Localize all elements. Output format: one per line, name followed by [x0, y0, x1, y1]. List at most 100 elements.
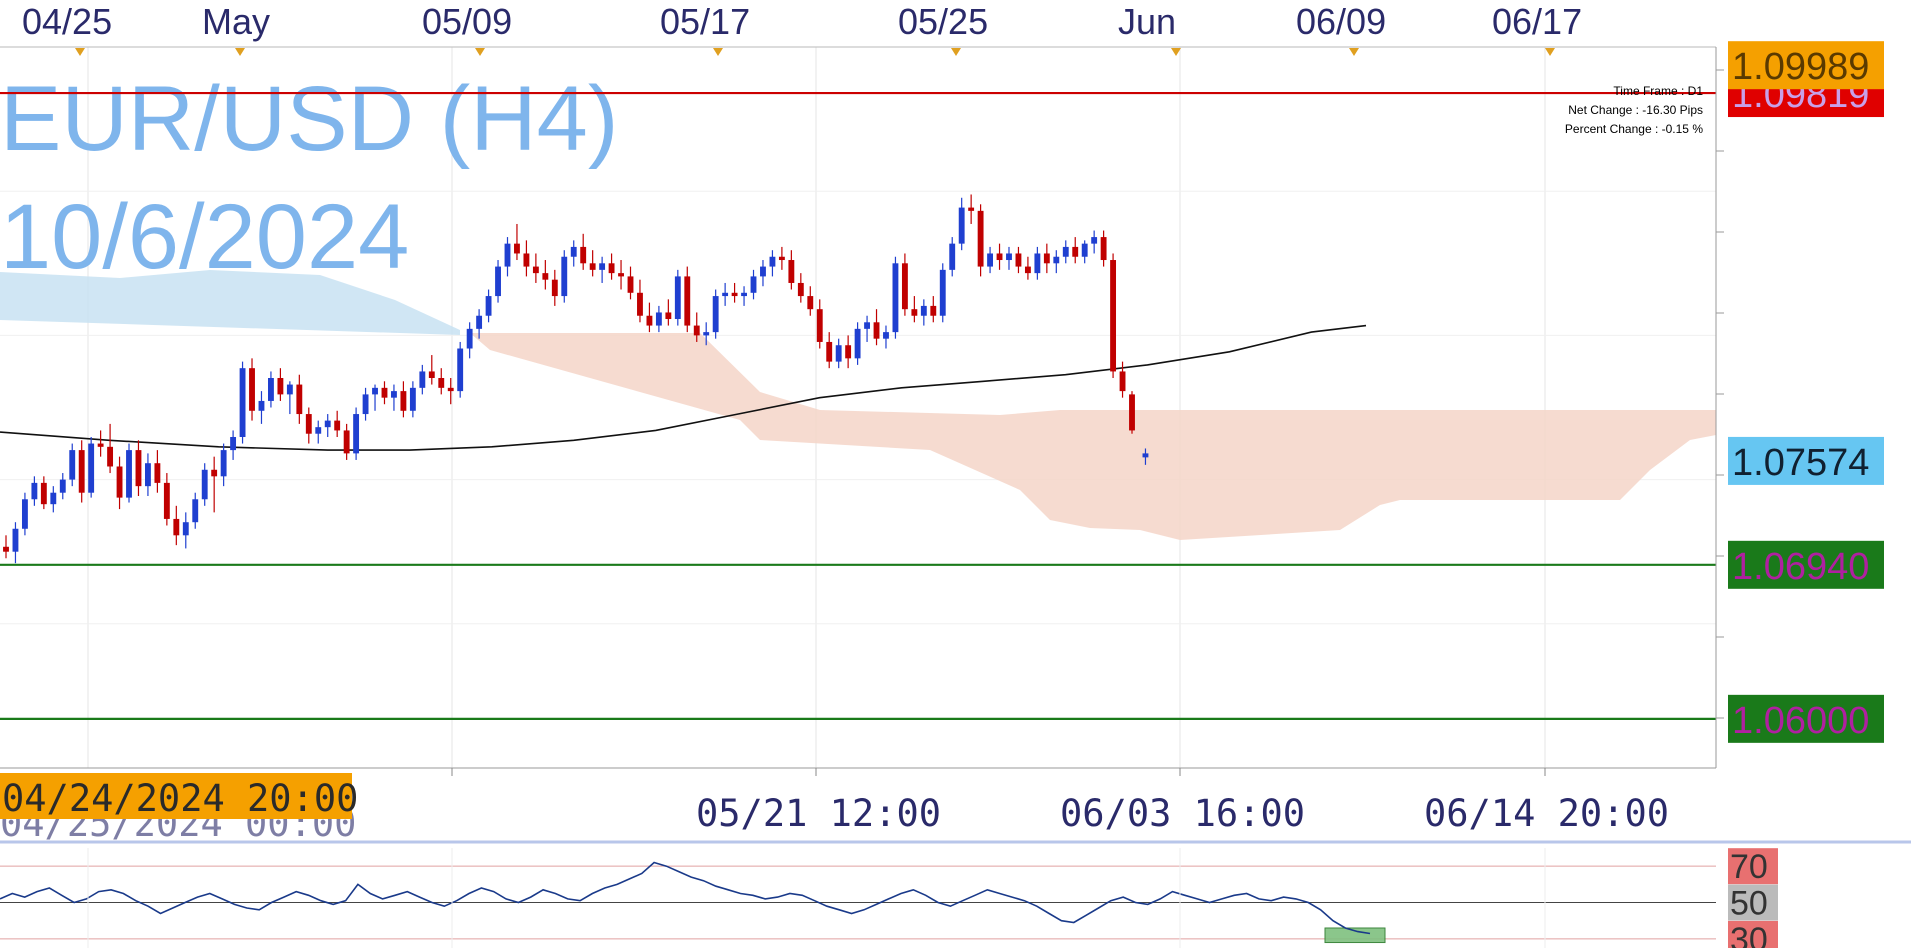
candle-body: [778, 256, 785, 261]
candle-body: [722, 292, 729, 297]
candle-body: [1053, 256, 1060, 264]
level-tag-support-2: 1.06000: [1728, 694, 1884, 743]
candle-body: [1081, 243, 1088, 257]
candle-96: [911, 296, 918, 323]
candle-body: [1034, 253, 1041, 274]
candle-body: [684, 276, 691, 326]
candle-50: [476, 309, 483, 339]
candle-body: [381, 387, 388, 398]
candle-37: [353, 407, 360, 460]
candle-body: [968, 207, 975, 211]
candle-body: [409, 387, 416, 411]
candle-58: [551, 269, 558, 306]
candle-body: [286, 384, 293, 395]
candle-94: [892, 256, 899, 339]
candle-44: [419, 364, 426, 395]
candle-body: [1006, 253, 1012, 261]
top-date-marker: [1171, 48, 1181, 56]
candle-body: [712, 296, 719, 333]
chart-title: EUR/USD (H4): [0, 68, 618, 170]
candle-116: [1100, 230, 1107, 267]
candle-body: [50, 492, 57, 505]
candle-118: [1119, 361, 1126, 398]
candle-body: [59, 479, 66, 493]
candle-68: [646, 302, 653, 333]
candle-22: [211, 456, 218, 513]
candle-body: [1100, 237, 1107, 261]
candle-body: [343, 430, 350, 454]
rsi-level-tag-text: 70: [1730, 848, 1768, 886]
top-date-label: May: [202, 1, 270, 42]
candle-0: [3, 535, 9, 559]
candle-20: [192, 492, 199, 529]
info-net-change: Net Change : -16.30 Pips: [1568, 103, 1703, 117]
candle-2: [21, 492, 28, 536]
candle-body: [419, 371, 426, 388]
candle-body: [277, 378, 284, 395]
candle-74: [703, 322, 710, 346]
candle-body: [561, 256, 568, 297]
candle-112: [1062, 240, 1069, 264]
candle-87: [826, 332, 833, 369]
candle-101: [958, 197, 965, 251]
rsi-level-tag-30: 30: [1728, 920, 1778, 948]
candle-45: [428, 355, 435, 385]
candle-body: [97, 443, 104, 447]
top-date-label: 05/09: [422, 1, 512, 42]
top-date-label: 05/25: [898, 1, 988, 42]
candle-103: [977, 204, 984, 277]
level-tag-support-2-box: [1728, 694, 1884, 743]
candle-5: [50, 486, 57, 513]
candle-73: [693, 312, 700, 342]
candle-25: [239, 361, 246, 444]
candle-body: [126, 450, 132, 498]
candle-16: [154, 450, 161, 493]
candle-body: [239, 368, 246, 437]
candle-body: [466, 328, 473, 349]
candle-body: [987, 253, 994, 267]
top-date-marker: [1545, 48, 1555, 56]
candle-body: [1043, 253, 1050, 264]
candle-body: [296, 384, 303, 415]
candle-body: [949, 243, 956, 270]
candle-90: [854, 322, 861, 365]
candle-95: [901, 253, 908, 316]
candle-99: [939, 263, 946, 323]
top-date-label: 05/17: [660, 1, 750, 42]
candle-46: [438, 368, 445, 395]
candle-33: [315, 420, 322, 444]
candle-59: [561, 250, 568, 303]
candle-11: [107, 423, 114, 474]
candle-65: [618, 260, 624, 290]
rsi-level-tag-50: 50: [1728, 884, 1778, 923]
candle-body: [173, 518, 180, 536]
candle-39: [372, 384, 378, 411]
candle-body: [797, 282, 804, 297]
candle-body: [655, 312, 662, 326]
top-date-marker: [1349, 48, 1359, 56]
candle-body: [845, 345, 852, 359]
candle-1: [12, 522, 19, 564]
candle-body: [192, 499, 199, 523]
candle-60: [570, 240, 577, 267]
candle-body: [154, 463, 161, 483]
candle-57: [542, 260, 549, 290]
candle-31: [296, 374, 303, 424]
candle-body: [1072, 246, 1079, 257]
candle-body: [372, 387, 378, 395]
candle-body: [447, 387, 454, 392]
cloud-red-area: [470, 333, 1716, 540]
candle-last: [1142, 448, 1149, 465]
candle-body: [249, 368, 255, 411]
price-tag-high: 1.09989: [1728, 41, 1884, 90]
price-tag-high-text: 1.09989: [1732, 46, 1869, 88]
price-tag-current-box: [1728, 436, 1884, 485]
candle-97: [920, 299, 927, 326]
candle-body: [769, 256, 776, 267]
candle-40: [381, 381, 388, 405]
candle-36: [343, 423, 350, 460]
rsi-level-tag-70: 70: [1728, 848, 1778, 886]
candle-66: [627, 266, 634, 300]
